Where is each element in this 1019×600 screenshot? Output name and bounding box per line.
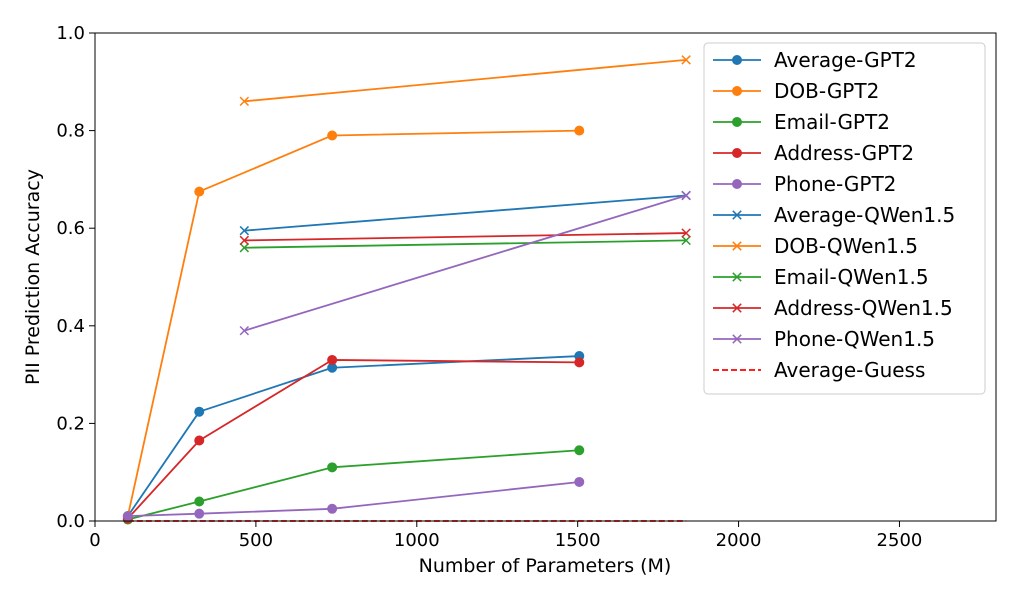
series-line-average-gpt2	[127, 355, 580, 517]
legend-label: Phone-QWen1.5	[774, 327, 935, 351]
legend-label: Address-QWen1.5	[774, 296, 953, 320]
y-axis-label: PII Prediction Accuracy	[22, 169, 44, 385]
series-line-phone-qwen1-5	[244, 194, 687, 332]
legend-label: Average-Guess	[774, 358, 925, 382]
legend-marker-swatch	[732, 179, 742, 189]
legend-marker-swatch	[732, 210, 742, 220]
legend-label: Average-GPT2	[774, 48, 917, 72]
legend-item: Email-GPT2	[713, 110, 890, 134]
legend-marker-swatch	[732, 148, 742, 158]
x-tick-label: 2000	[716, 530, 762, 551]
data-point-address-gpt2	[327, 354, 338, 365]
series-line-address-qwen1-5	[244, 232, 687, 242]
x-tick-label: 0	[89, 530, 100, 551]
legend: Average-GPT2 DOB-GPT2 Email-GPT2 Address-GP…	[703, 42, 986, 395]
series-line-average-qwen1-5	[244, 194, 687, 232]
legend-label: Address-GPT2	[774, 141, 914, 165]
legend-item: Address-GPT2	[713, 141, 914, 165]
legend-item: Phone-GPT2	[713, 172, 896, 196]
data-point-email-qwen1-5	[239, 242, 250, 253]
legend-label: DOB-GPT2	[774, 79, 879, 103]
x-tick-label: 500	[239, 530, 273, 551]
data-point-phone-gpt2	[122, 511, 133, 522]
data-point-email-gpt2	[574, 445, 585, 456]
series-line-phone-gpt2	[127, 481, 580, 518]
data-point-email-gpt2	[327, 462, 338, 473]
data-point-phone-gpt2	[327, 503, 338, 514]
data-point-address-qwen1-5	[681, 228, 691, 238]
legend-marker-swatch	[732, 303, 742, 313]
series-line-dob-qwen1-5	[244, 58, 687, 103]
y-tick-label: 0.2	[56, 413, 85, 434]
data-point-phone-qwen1-5	[239, 325, 250, 336]
legend-label: Email-GPT2	[774, 110, 890, 134]
x-tick-label: 1500	[555, 530, 601, 551]
legend-marker-swatch	[732, 334, 742, 344]
legend-item: Average-QWen1.5	[713, 203, 955, 227]
data-point-email-qwen1-5	[681, 235, 691, 246]
legend-box	[703, 42, 986, 395]
data-point-dob-qwen1-5	[239, 96, 250, 107]
legend-label: Email-QWen1.5	[774, 265, 929, 289]
data-point-address-gpt2	[574, 357, 585, 368]
x-axis-label: Number of Parameters (M)	[419, 555, 672, 577]
data-point-address-gpt2	[194, 435, 205, 446]
data-point-dob-qwen1-5	[681, 55, 691, 65]
legend-marker-swatch	[732, 272, 742, 282]
y-tick-label: 0.4	[56, 316, 85, 337]
data-point-address-qwen1-5	[239, 235, 250, 246]
data-point-phone-gpt2	[194, 508, 205, 519]
series-line-dob-gpt2	[126, 129, 580, 517]
data-point-email-gpt2	[194, 496, 205, 507]
y-tick-label: 0.6	[56, 218, 85, 239]
data-point-dob-gpt2	[194, 186, 205, 197]
x-tick-label: 1000	[394, 530, 440, 551]
y-tick-label: 1.0	[56, 23, 85, 44]
data-point-phone-qwen1-5	[681, 190, 691, 201]
y-tick-label: 0.0	[56, 511, 85, 532]
legend-item: Average-Guess	[713, 358, 925, 382]
series-line-email-gpt2	[127, 449, 580, 521]
legend-marker-swatch	[732, 55, 742, 65]
data-point-average-qwen1-5	[239, 225, 250, 236]
plot-markers	[122, 55, 691, 525]
y-axis-ticks: 0.0 0.2 0.4 0.6 0.8 1.0	[56, 23, 95, 532]
plot-area-frame	[94, 32, 997, 522]
data-point-dob-gpt2	[574, 125, 585, 136]
legend-item: DOB-GPT2	[713, 79, 879, 103]
legend-item: Average-GPT2	[713, 48, 917, 72]
series-line-address-gpt2	[127, 359, 580, 520]
legend-item: Email-QWen1.5	[713, 265, 929, 289]
legend-label: Average-QWen1.5	[774, 203, 955, 227]
data-point-dob-gpt2	[327, 130, 338, 141]
series-line-email-qwen1-5	[244, 239, 687, 249]
legend-marker-swatch	[732, 86, 742, 96]
legend-label: Phone-GPT2	[774, 172, 896, 196]
legend-item: DOB-QWen1.5	[713, 234, 918, 258]
data-point-phone-gpt2	[574, 476, 585, 487]
legend-label: DOB-QWen1.5	[774, 234, 918, 258]
legend-item: Address-QWen1.5	[713, 296, 953, 320]
x-tick-label: 2500	[877, 530, 923, 551]
legend-marker-swatch	[732, 241, 742, 251]
data-point-average-gpt2	[194, 406, 205, 417]
legend-item: Phone-QWen1.5	[713, 327, 935, 351]
legend-marker-swatch	[732, 117, 742, 127]
y-tick-label: 0.8	[56, 121, 85, 142]
plot-lines	[126, 58, 687, 522]
x-axis-ticks: 0 500 1000 1500 2000 2500	[89, 521, 922, 551]
